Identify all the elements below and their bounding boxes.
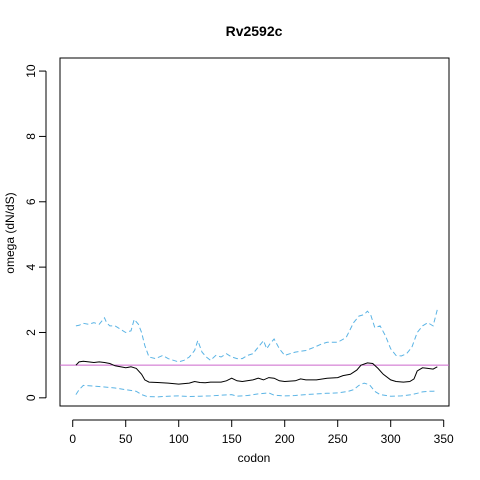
x-tick-label: 150 (222, 432, 242, 446)
upper-bound-line (75, 309, 438, 363)
y-tick-label: 0 (24, 394, 38, 401)
y-axis-label: omega (dN/dS) (3, 192, 17, 273)
y-tick-label: 10 (24, 64, 38, 78)
x-tick-label: 250 (328, 432, 348, 446)
y-tick-label: 2 (24, 329, 38, 336)
x-tick-label: 0 (69, 432, 76, 446)
x-tick-label: 50 (119, 432, 133, 446)
x-tick-label: 300 (381, 432, 401, 446)
y-axis: 0 2 4 6 8 10 (24, 64, 47, 401)
y-tick-label: 8 (24, 133, 38, 140)
x-tick-label: 200 (275, 432, 295, 446)
y-tick-label: 6 (24, 198, 38, 205)
lower-bound-line (75, 382, 438, 398)
chart-title: Rv2592c (226, 23, 283, 39)
x-axis-label: codon (238, 451, 271, 465)
y-tick-label: 4 (24, 263, 38, 270)
x-axis: 0 50 100 150 200 250 300 350 (69, 419, 454, 446)
omega-estimate-line (75, 360, 438, 385)
x-tick-label: 350 (434, 432, 454, 446)
series-layer (75, 309, 438, 398)
plot-frame (59, 57, 450, 407)
x-tick-label: 100 (169, 432, 189, 446)
